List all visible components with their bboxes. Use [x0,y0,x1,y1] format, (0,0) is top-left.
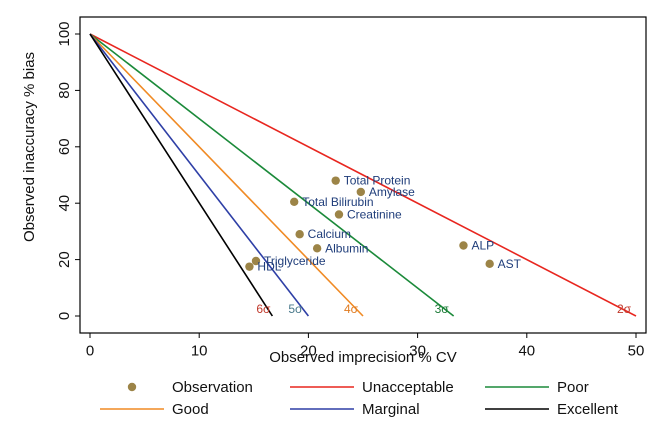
observation-point [312,244,322,253]
y-axis-title: Observed inaccuracy % bias [21,52,38,242]
x-tick-label: 20 [300,342,317,359]
x-axis-title: Observed imprecision % CV [269,349,457,366]
sigma-label: 4σ [344,302,359,316]
observation-point [485,259,494,269]
x-tick-label: 40 [518,342,535,359]
legend-label-good: Good [172,401,209,418]
observation-point [331,176,340,185]
y-tick-label: 0 [56,312,73,320]
legend-label-marginal: Marginal [362,401,420,418]
series-line-marginal [89,33,310,317]
legend-label-unacceptable: Unacceptable [362,379,454,396]
y-tick-label: 20 [56,251,73,268]
observation-label: Calcium [308,227,351,241]
x-tick-label: 30 [409,342,426,359]
observation-label: Albumin [325,241,368,255]
observation-label: Total Bilirubin [302,195,373,209]
observation-label: AST [498,257,522,271]
x-tick-label: 0 [86,342,94,359]
observation-point [290,197,299,206]
observation-point [334,210,344,219]
x-tick-label: 10 [191,342,208,359]
series-line-poor [89,33,455,317]
observation-label: Creatinine [347,207,402,221]
series-line-unacceptable [89,33,637,317]
sigma-label: 2σ [617,302,632,316]
legend-marker-observation [127,382,137,392]
legend-label-poor: Poor [557,379,589,396]
observation-point [356,187,366,197]
observation-point [295,230,304,239]
legend-label-observation: Observation [172,379,253,396]
sigma-label: 5σ [288,302,303,316]
x-tick-label: 50 [628,342,645,359]
observation-label: HDL [257,260,281,274]
series-line-excellent [89,33,274,317]
observation-point [251,256,261,266]
y-tick-label: 100 [56,21,73,46]
y-tick-label: 40 [56,195,73,212]
legend-label-excellent: Excellent [557,401,619,418]
y-tick-label: 60 [56,138,73,155]
observation-point [245,262,254,271]
observation-label: ALP [471,239,494,253]
observation-label: Amylase [369,185,415,199]
plot-frame [79,16,647,334]
observation-label: Triglyceride [264,254,326,268]
sigma-label: 6σ [256,302,271,316]
observation-label: Total Protein [344,174,411,188]
series-line-good [89,33,364,317]
observation-point [459,241,468,250]
sigma-label: 3σ [435,302,450,316]
y-tick-label: 80 [56,82,73,99]
